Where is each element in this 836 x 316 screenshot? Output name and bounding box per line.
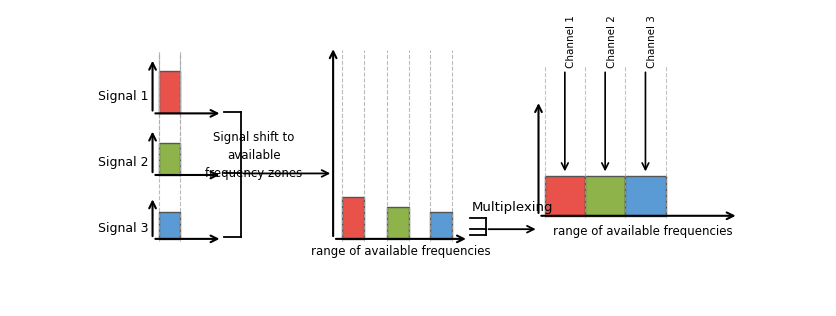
Bar <box>159 71 181 113</box>
Text: Signal shift to
available
frequency zones: Signal shift to available frequency zone… <box>206 131 303 180</box>
Bar <box>159 212 181 239</box>
Text: Channel 1: Channel 1 <box>567 15 576 68</box>
Text: Channel 2: Channel 2 <box>607 15 617 68</box>
Text: Signal 3: Signal 3 <box>98 222 149 234</box>
Bar <box>430 212 451 239</box>
Bar <box>343 197 364 239</box>
Bar <box>159 143 181 175</box>
Bar <box>585 176 625 216</box>
Text: Signal 2: Signal 2 <box>98 155 149 168</box>
Text: range of available frequencies: range of available frequencies <box>553 225 732 238</box>
Text: Signal 1: Signal 1 <box>98 90 149 103</box>
Bar <box>545 176 585 216</box>
Text: range of available frequencies: range of available frequencies <box>311 246 491 258</box>
Text: Multiplexing: Multiplexing <box>472 201 553 214</box>
Text: Channel 3: Channel 3 <box>647 15 657 68</box>
Bar <box>387 207 409 239</box>
Bar <box>625 176 665 216</box>
